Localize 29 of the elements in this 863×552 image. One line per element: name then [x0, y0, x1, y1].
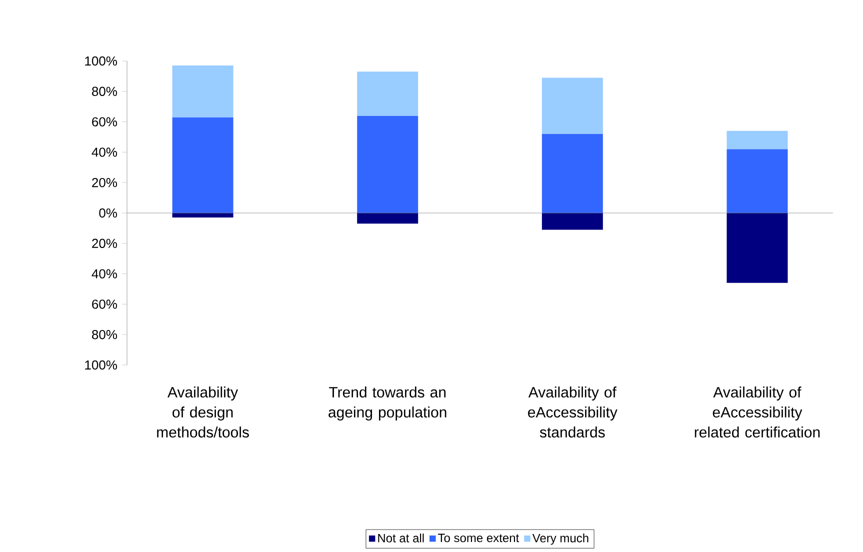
- x-tick-label: Availability of eAccessibility related certification: [694, 386, 820, 438]
- x-tick-label: Availability of design methods/tools: [157, 386, 249, 438]
- x-tick-label: Trend towards an ageing population: [328, 386, 446, 421]
- y-tick-label: 100%: [85, 56, 117, 66]
- y-tick-label: 60%: [92, 300, 117, 309]
- y-tick-label: 20%: [92, 238, 117, 248]
- legend-label: Very much: [532, 534, 588, 545]
- bar: [726, 149, 788, 213]
- y-tick-label: 0%: [99, 208, 117, 218]
- bar: [357, 213, 418, 224]
- x-tick-label: Availability of eAccessibility standards: [528, 386, 618, 438]
- bar: [726, 213, 788, 283]
- bar: [542, 78, 603, 134]
- y-tick-label: 40%: [92, 269, 117, 278]
- bar: [172, 66, 234, 118]
- bar: [542, 134, 603, 213]
- y-tick-label: 20%: [92, 178, 117, 188]
- legend-label: To some extent: [438, 534, 520, 542]
- y-tick-label: 80%: [92, 86, 117, 96]
- y-tick-label: 100%: [85, 360, 117, 370]
- bar: [357, 116, 418, 213]
- legend-label: Not at all: [378, 534, 424, 542]
- y-tick-label: 40%: [92, 148, 117, 157]
- bar: [542, 213, 603, 230]
- y-tick-label: 60%: [92, 117, 117, 126]
- bar: [726, 130, 788, 150]
- bar: [357, 72, 418, 116]
- bar: [172, 117, 234, 213]
- y-tick-label: 80%: [92, 330, 117, 340]
